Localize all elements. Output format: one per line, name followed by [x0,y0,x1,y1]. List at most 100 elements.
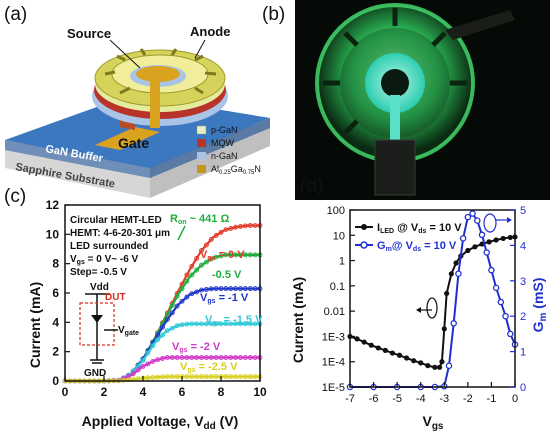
iv-data-point [179,322,185,328]
iv-x-tick-label: 10 [253,385,267,399]
iv-data-point [160,374,165,380]
iv-data-point [238,252,243,258]
iv-data-point [150,358,156,364]
iv-y-axis-label: Current (mA) [27,282,43,368]
iv-data-point [247,321,253,327]
iv-data-point [203,355,209,360]
transfer-x-tick-label: -7 [345,393,355,405]
iv-y-tick-label: 4 [52,315,59,329]
iv-y-tick-label: 0 [52,374,59,388]
iv-data-point [213,321,219,327]
iled-point [493,237,499,243]
transfer-y-tick-label: 1E-3 [322,331,345,343]
iv-data-point [252,374,258,380]
iv-data-point [242,286,248,292]
iv-data-point [179,355,185,360]
iled-point [439,359,445,365]
iv-data-point [189,321,195,327]
iv-data-point [184,294,190,300]
gm-point [445,362,453,370]
legend-p-gan: p-GaN [211,125,238,135]
gate-label: Gate [118,135,149,151]
iv-curve-label: Vgs = -2.5 V [180,361,238,374]
iled-point [507,234,513,241]
layer-legend: p-GaN MQW n-GaN Al0.25Ga0.75N [196,125,261,176]
iled-point [375,345,381,351]
legend-iled: ILED @ Vds = 10 V [377,222,462,235]
iled-point [411,358,417,364]
iv-x-tick-label: 4 [140,385,147,399]
iv-data-point [164,317,170,322]
iv-data-point [252,355,258,360]
iv-chart: 0 2 4 6 8 10 0 2 4 6 8 10 12 Current (mA) Applied Vo… [27,200,267,432]
iv-curve-label: Vgs = -1 V [200,292,249,305]
iv-data-point [179,286,185,292]
gate-pad [95,127,160,150]
iv-data-point [150,375,156,380]
iv-data-point [223,286,229,292]
iv-data-point [238,355,243,360]
ron-label: Ron ~ 441 Ω [170,213,229,226]
iv-step: Step= -0.5 V [70,267,127,278]
panel-label-d: (d) [300,176,324,197]
gate-line [150,80,160,128]
iv-data-point [213,232,219,238]
transfer-x-tick-label: -1 [487,393,497,405]
iv-annotation: Circular HEMT-LED HEMT: 4-6-20-301 μm LE… [70,215,170,278]
iv-data-point [203,259,209,265]
transfer-y2-tick-label: 3 [520,276,526,288]
iv-data-point [184,355,190,360]
iled-point [486,239,492,245]
iled-point [432,364,438,370]
gm-point [502,312,509,320]
iv-data-point [189,263,195,269]
transfer-y-tick-label: 1E-5 [322,382,345,394]
transfer-ticks: -7 -6 -5 -4 -3 -2 -1 01E-51E-41E-30.010.1110100… [322,205,526,405]
iled-point [425,363,431,369]
gm-point [464,213,472,221]
emission-photo-drawing [315,3,515,196]
iv-data-point [189,374,195,380]
iv-data-point [208,237,214,242]
transfer-x-tick-label: -3 [439,393,449,405]
transfer-y2-tick-label: 2 [520,311,526,323]
iv-curve-label: Vgs = -1.5 V [205,314,263,327]
iv-data-point [242,223,248,229]
iled-point [441,326,447,332]
transfer-y-tick-label: 10 [333,230,345,242]
iv-title-line-3: LED surrounded [70,241,148,252]
iv-data-point [213,374,219,380]
transfer-y2-tick-label: 0 [520,382,526,394]
iv-data-point [189,355,195,360]
iv-data-point [218,253,224,259]
gm-point [455,270,462,277]
gm-point [478,231,486,239]
iv-y-tick-label: 2 [52,345,59,359]
probe-needle [445,10,515,40]
iv-data-point [189,272,195,278]
anode-label: Anode [190,24,230,39]
iv-data-point [194,355,200,360]
iv-data-point [223,252,229,258]
iv-x-tick-label: 6 [179,385,186,399]
gan-buffer-side [5,140,150,178]
iv-data-point [169,374,175,380]
source-hole [381,69,409,97]
iv-data-point [194,374,200,380]
transfer-x-tick-label: -6 [369,393,379,405]
iv-data-point [199,355,204,360]
iv-data-point [199,321,204,327]
iled-point [389,350,396,356]
legend-n-gan: n-GaN [211,151,238,161]
iv-data-point [179,298,185,304]
transfer-y-tick-label: 1 [339,256,345,268]
iv-data-point [199,262,204,268]
iv-vgs-range: Vgs = 0 V~ -6 V [70,254,139,266]
iv-data-point [233,224,239,230]
legend-mqw: MQW [211,138,234,148]
gm-point [507,330,514,338]
iv-y-tick-label: 6 [52,286,59,300]
transfer-y-tick-label: 0.01 [324,306,345,318]
iv-data-point [242,252,248,258]
transfer-chart: -7 -6 -5 -4 -3 -2 -1 01E-51E-41E-30.010.1110100… [290,205,549,432]
